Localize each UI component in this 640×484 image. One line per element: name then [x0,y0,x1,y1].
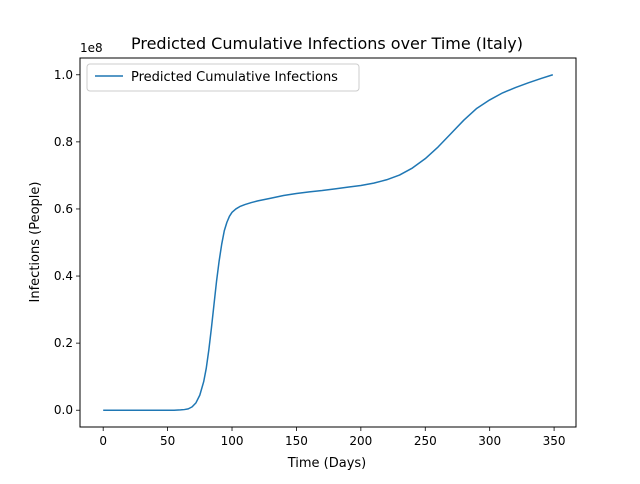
x-tick-label: 0 [99,434,107,448]
y-axis-label: Infections (People) [28,182,43,303]
x-axis-label: Time (Days) [287,456,367,471]
y-axis-offset-label: 1e8 [80,41,103,55]
x-tick-label: 300 [478,434,501,448]
x-tick-label: 100 [221,434,244,448]
legend-box [86,63,360,92]
y-tick-label: 1.0 [54,68,73,82]
y-tick-label: 0.0 [54,403,73,417]
x-tick-label: 200 [349,434,372,448]
y-tick-label: 0.8 [54,135,73,149]
y-tick-label: 0.6 [54,202,73,216]
y-tick-label: 0.2 [54,336,73,350]
x-tick-label: 50 [160,434,175,448]
series-layer [103,74,554,411]
x-tick-label: 350 [543,434,566,448]
chart-title: Predicted Cumulative Infections over Tim… [131,34,523,53]
y-tick-label: 0.4 [54,269,73,283]
legend: Predicted Cumulative Infections [86,63,360,92]
x-tick-label: 250 [414,434,437,448]
axis-ticks: 0 50 100 150 200 250 300 350 0.0 0.2 0.4 0.6 0.8 1.0 [54,68,566,448]
series-line-0 [103,74,554,411]
legend-entry-label: Predicted Cumulative Infections [131,70,338,85]
plot-area-frame [79,57,577,428]
x-tick-label: 150 [285,434,308,448]
